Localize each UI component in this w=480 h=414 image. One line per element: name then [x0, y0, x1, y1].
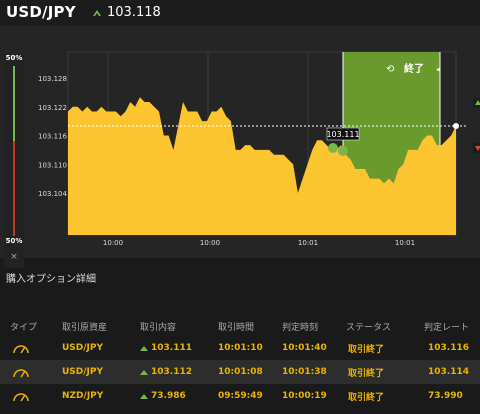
row-time: 10:01:08 [218, 367, 263, 377]
up-arrow-icon [140, 369, 148, 375]
y-tick-label: 103.128 [38, 75, 67, 83]
col-time: 取引時間 [218, 322, 255, 333]
col-rate: 判定レート [424, 322, 470, 333]
table-header-row: タイプ 取引原資産 取引内容 取引時間 判定時刻 ステータス 判定レート [0, 316, 480, 336]
price-chart: 103.128 103.122 103.116 103.110 103.104 10:0… [38, 51, 468, 247]
col-asset: 取引原資産 [62, 322, 108, 333]
row-rate: 103.116 [428, 343, 469, 353]
y-tick-label: 103.122 [38, 104, 67, 112]
row-judge: 10:01:40 [282, 343, 327, 353]
col-status: ステータス [346, 322, 392, 333]
entry-marker: 103.111 [326, 127, 360, 156]
row-judge: 10:00:19 [282, 391, 327, 401]
type-gauge-icon [12, 360, 30, 384]
current-price-dot [453, 123, 459, 129]
up-arrow-icon [140, 345, 148, 351]
header: USD/JPY 103.118 [0, 0, 480, 26]
row-judge: 10:01:38 [282, 367, 327, 377]
gauge-close-button[interactable]: × [10, 252, 18, 262]
x-tick-label: 10:01 [298, 239, 318, 247]
gauge-put-bar [13, 141, 15, 236]
x-tick-label: 10:00 [200, 239, 220, 247]
call-button-icon[interactable] [473, 96, 480, 110]
table-row[interactable]: USD/JPY 103.112 10:01:08 10:01:38 取引終了 1… [0, 360, 480, 384]
sentiment-gauge: 50% 50% × [4, 54, 24, 268]
col-judge: 判定時刻 [282, 322, 319, 333]
up-arrow-icon [93, 9, 101, 16]
row-time: 09:59:49 [218, 391, 263, 401]
row-rate: 73.990 [428, 391, 463, 401]
type-gauge-icon [12, 336, 30, 360]
table-row[interactable]: NZD/JPY 73.986 09:59:49 10:00:19 取引終了 73… [0, 384, 480, 408]
panel-end-label: 終了 [404, 62, 424, 75]
row-content: 73.986 [140, 384, 186, 408]
y-tick-label: 103.110 [38, 161, 67, 169]
put-button-icon[interactable] [473, 141, 480, 155]
col-content: 取引内容 [140, 322, 177, 333]
current-price: 103.118 [107, 5, 161, 20]
y-tick-label: 103.104 [38, 190, 67, 198]
row-asset: USD/JPY [62, 367, 104, 377]
panel-header[interactable]: ⟲ 終了 ◂ [386, 62, 441, 75]
gauge-bottom-percent: 50% [5, 237, 23, 245]
panel-arrow-icon[interactable]: ◂ [436, 65, 441, 75]
gauge-call-bar [13, 66, 15, 141]
row-asset: USD/JPY [62, 343, 104, 353]
section-title: 購入オプション詳細 [6, 274, 96, 285]
row-content: 103.111 [140, 336, 192, 360]
row-status: 取引終了 [348, 392, 385, 403]
chart-area: 50% 50% × 103.128 103.122 103.116 103.110 10… [0, 26, 480, 268]
x-tick-label: 10:01 [395, 239, 415, 247]
y-tick-label: 103.116 [38, 133, 67, 141]
up-arrow-icon [140, 393, 148, 399]
options-table: タイプ 取引原資産 取引内容 取引時間 判定時刻 ステータス 判定レート USD… [0, 316, 480, 408]
entry-price-label: 103.111 [326, 130, 359, 139]
pair-title: USD/JPY [6, 3, 76, 21]
row-status: 取引終了 [348, 344, 385, 355]
price-area [68, 97, 456, 235]
col-type: タイプ [10, 322, 38, 333]
row-content: 103.112 [140, 360, 192, 384]
row-rate: 103.114 [428, 367, 469, 377]
row-asset: NZD/JPY [62, 391, 104, 401]
type-gauge-icon [12, 384, 30, 408]
refresh-icon[interactable]: ⟲ [386, 64, 395, 75]
gauge-top-percent: 50% [5, 54, 23, 62]
table-row[interactable]: USD/JPY 103.111 10:01:10 10:01:40 取引終了 1… [0, 336, 480, 360]
price-display: 103.118 [92, 5, 161, 20]
row-status: 取引終了 [348, 368, 385, 379]
row-time: 10:01:10 [218, 343, 263, 353]
x-tick-label: 10:00 [103, 239, 123, 247]
